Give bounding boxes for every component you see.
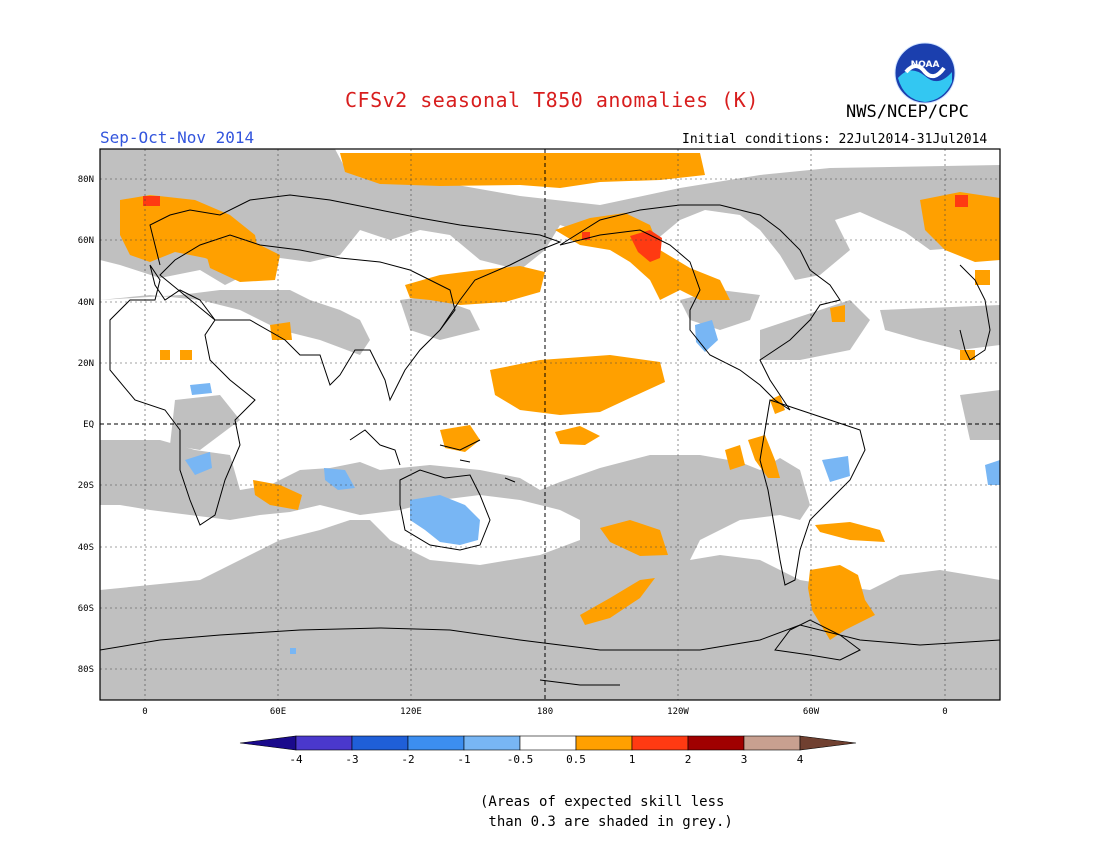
season-label: Sep-Oct-Nov 2014 [100, 128, 255, 147]
colorbar-label: -2 [401, 753, 414, 766]
colorbar-swatch [407, 735, 465, 751]
colorbar-swatch [295, 735, 353, 751]
colorbar-labels: -4 -3 -2 -1 -0.5 0.5 1 2 3 4 [289, 753, 803, 766]
colorbar-label: 3 [741, 753, 748, 766]
colorbar-swatch [799, 735, 857, 751]
colorbar-label: -1 [457, 753, 470, 766]
initial-conditions-label: Initial conditions: 22Jul2014-31Jul2014 [682, 132, 988, 147]
coastlines [100, 194, 1000, 686]
lon-label: 180 [537, 707, 553, 717]
cool-anomaly-regions [185, 320, 1000, 654]
colorbar-swatch [743, 735, 801, 751]
colorbar-label: -3 [345, 753, 358, 766]
colorbar-swatch [239, 735, 297, 751]
lat-label: 80S [78, 665, 94, 675]
lon-label: 120E [400, 707, 422, 717]
lat-labels: 80N 60N 40N 20N EQ 20S 40S 60S 80S [78, 175, 94, 675]
colorbar-swatch [519, 735, 577, 751]
agency-label: NWS/NCEP/CPC [846, 102, 969, 122]
lon-labels: 0 60E 120E 180 120W 60W 0 [142, 707, 947, 717]
equator-dateline [100, 149, 1000, 700]
noaa-logo-text: NOAA [911, 60, 940, 70]
colorbar-label: 4 [797, 753, 804, 766]
map-frame [99, 148, 1001, 701]
map-title: CFSv2 seasonal T850 anomalies (K) [345, 88, 759, 112]
colorbar-swatch [631, 735, 689, 751]
colorbar-swatch [687, 735, 745, 751]
colorbar-label: -0.5 [507, 753, 534, 766]
lat-label: 60S [78, 604, 94, 614]
colorbar-legend [239, 735, 857, 751]
lon-label: 0 [942, 707, 947, 717]
colorbar-label: 2 [685, 753, 692, 766]
skill-note: (Areas of expected skill less than 0.3 a… [480, 794, 733, 830]
colorbar-swatch [575, 735, 633, 751]
colorbar-label: 0.5 [566, 753, 586, 766]
lat-label: EQ [83, 420, 94, 430]
lat-label: 80N [78, 175, 94, 185]
lat-lon-grid [100, 149, 1000, 700]
colorbar-swatch [351, 735, 409, 751]
lon-label: 0 [142, 707, 147, 717]
lon-label: 60W [803, 707, 820, 717]
lat-label: 60N [78, 236, 94, 246]
colorbar-label: -4 [289, 753, 303, 766]
lat-label: 40S [78, 543, 94, 553]
lat-label: 40N [78, 298, 94, 308]
lat-label: 20N [78, 359, 94, 369]
lat-label: 20S [78, 481, 94, 491]
colorbar-label: 1 [629, 753, 636, 766]
lon-label: 120W [667, 707, 689, 717]
colorbar-swatch [463, 735, 521, 751]
lon-label: 60E [270, 707, 286, 717]
noaa-logo-icon: NOAA [894, 42, 956, 104]
